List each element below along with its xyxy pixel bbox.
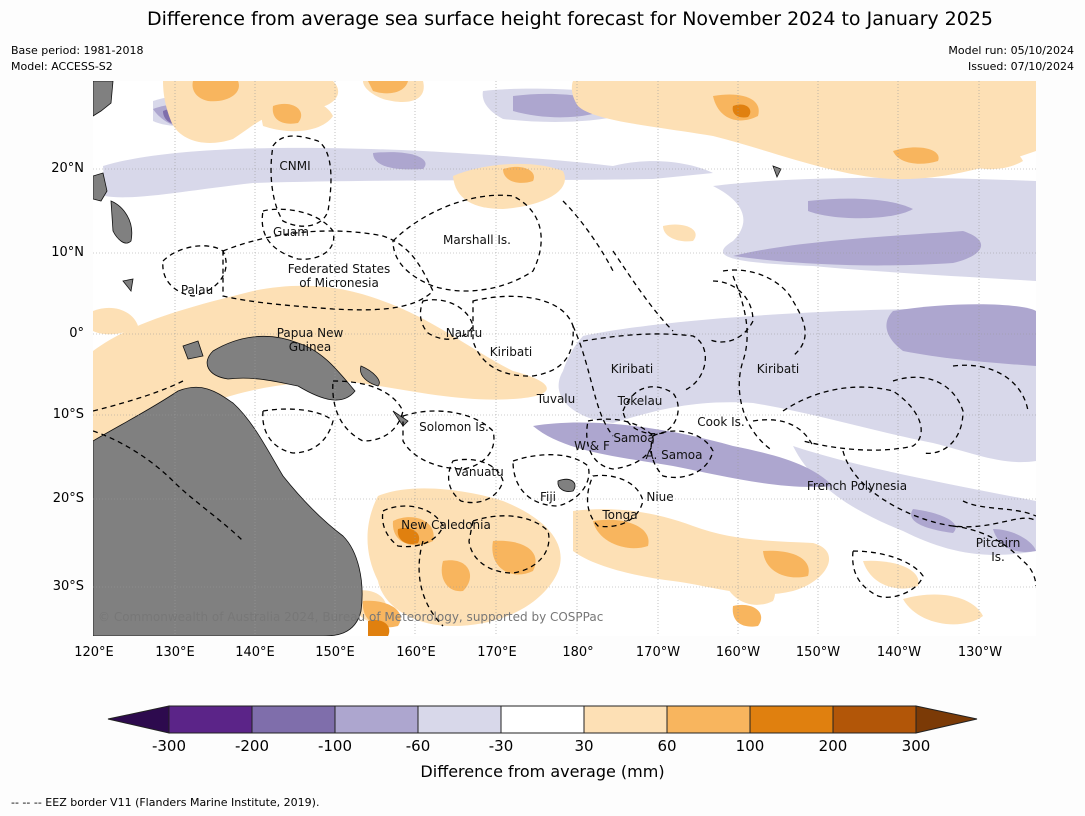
- colorbar-bin-minus200: [251, 705, 336, 734]
- lat-label-20n: 20°N: [51, 161, 84, 176]
- colorbar-tick: -60: [405, 737, 431, 755]
- label-fsm-1: Federated States: [288, 262, 390, 276]
- graticule: [93, 81, 1036, 636]
- label-cook: Cook Is.: [697, 415, 744, 429]
- eez-borders: [93, 135, 1036, 627]
- colorbar-tick: -200: [234, 737, 270, 755]
- label-cnmi: CNMI: [279, 159, 310, 173]
- label-kiribati-east: Kiribati: [757, 362, 799, 376]
- colorbar-bin-minus300: [168, 705, 253, 734]
- label-tokelau: Tokelau: [617, 394, 663, 408]
- lon-label-160e: 160°E: [396, 645, 436, 660]
- lat-label-20s: 20°S: [52, 491, 84, 506]
- label-solomon: Solomon Is.: [419, 420, 489, 434]
- label-pitcairn-1: Pitcairn: [976, 536, 1021, 550]
- colorbar-title: Difference from average (mm): [420, 762, 665, 781]
- lon-label-170w: 170°W: [635, 645, 681, 660]
- copyright: © Commonwealth of Australia 2024, Bureau…: [98, 610, 603, 624]
- label-fsm-2: of Micronesia: [299, 276, 379, 290]
- lon-label-140e: 140°E: [235, 645, 275, 660]
- meta-right: Model run: 05/10/2024 Issued: 07/10/2024: [948, 43, 1074, 75]
- colorbar-tick: -30: [488, 737, 514, 755]
- colorbar-tick: 200: [818, 737, 848, 755]
- land-masses: [93, 81, 782, 636]
- colorbar-bin-minus100: [334, 705, 419, 734]
- colorbar-extend-low: [107, 705, 170, 734]
- model-name: Model: ACCESS-S2: [11, 60, 113, 73]
- colorbar-bin-60: [666, 705, 751, 734]
- colorbar-tick: 300: [901, 737, 931, 755]
- colorbar-bin-minus60: [417, 705, 502, 734]
- label-guam: Guam: [273, 225, 309, 239]
- label-palau: Palau: [181, 283, 213, 297]
- colorbar-bin-100: [749, 705, 834, 734]
- colorbar-tick: -300: [151, 737, 187, 755]
- colorbar-tick: -100: [317, 737, 353, 755]
- map-title: Difference from average sea surface heig…: [146, 8, 994, 30]
- colorbar-bin-30: [583, 705, 668, 734]
- colorbar-tick: 30: [574, 737, 594, 755]
- lon-label-120e: 120°E: [74, 645, 114, 660]
- lon-label-130w: 130°W: [957, 645, 1003, 660]
- lon-label-130e: 130°E: [155, 645, 195, 660]
- colorbar-bin-neutral: [500, 705, 585, 734]
- label-niue: Niue: [646, 490, 673, 504]
- label-fiji: Fiji: [540, 490, 556, 504]
- label-nauru: Nauru: [446, 326, 482, 340]
- label-png-2: Guinea: [289, 340, 332, 354]
- base-period: Base period: 1981-2018: [11, 44, 144, 57]
- colorbar-tick: 60: [657, 737, 677, 755]
- sea-level-map: CNMI Guam Marshall Is. Federated States …: [93, 81, 1036, 636]
- anomaly-fields: CNMI Guam Marshall Is. Federated States …: [93, 81, 1036, 636]
- region-labels: CNMI Guam Marshall Is. Federated States …: [181, 159, 1020, 564]
- label-new-caledonia: New Caledonia: [401, 518, 491, 532]
- label-samoa: Samoa: [613, 431, 654, 445]
- label-marshall: Marshall Is.: [443, 233, 511, 247]
- label-vanuatu: Vanuatu: [454, 465, 504, 479]
- model-run: Model run: 05/10/2024: [948, 44, 1074, 57]
- lat-label-10s: 10°S: [52, 407, 84, 422]
- colorbar-bin-200: [832, 705, 917, 734]
- lon-label-150w: 150°W: [795, 645, 841, 660]
- lon-label-150e: 150°E: [315, 645, 355, 660]
- lon-label-180: 180°: [562, 645, 594, 660]
- label-tuvalu: Tuvalu: [536, 392, 576, 406]
- label-kiribati-central: Kiribati: [611, 362, 653, 376]
- meta-left: Base period: 1981-2018 Model: ACCESS-S2: [11, 43, 143, 75]
- label-wallis-futuna: W & F: [574, 439, 610, 453]
- label-tonga: Tonga: [601, 508, 637, 522]
- issued-date: Issued: 07/10/2024: [967, 60, 1074, 73]
- colorbar-tick: 100: [735, 737, 765, 755]
- lon-label-140w: 140°W: [876, 645, 922, 660]
- label-french-polynesia: French Polynesia: [807, 479, 907, 493]
- label-pitcairn-2: Is.: [991, 550, 1005, 564]
- label-png-1: Papua New: [277, 326, 344, 340]
- lon-label-170e: 170°E: [477, 645, 517, 660]
- colorbar-extend-high: [915, 705, 978, 734]
- lat-label-0: 0°: [69, 326, 84, 341]
- label-american-samoa: A. Samoa: [646, 448, 703, 462]
- label-kiribati-west: Kiribati: [490, 345, 532, 359]
- colorbar: [107, 705, 978, 734]
- lon-label-160w: 160°W: [715, 645, 761, 660]
- lat-label-30s: 30°S: [52, 579, 84, 594]
- lat-label-10n: 10°N: [51, 245, 84, 260]
- eez-footnote: -- -- -- EEZ border V11 (Flanders Marine…: [11, 796, 320, 809]
